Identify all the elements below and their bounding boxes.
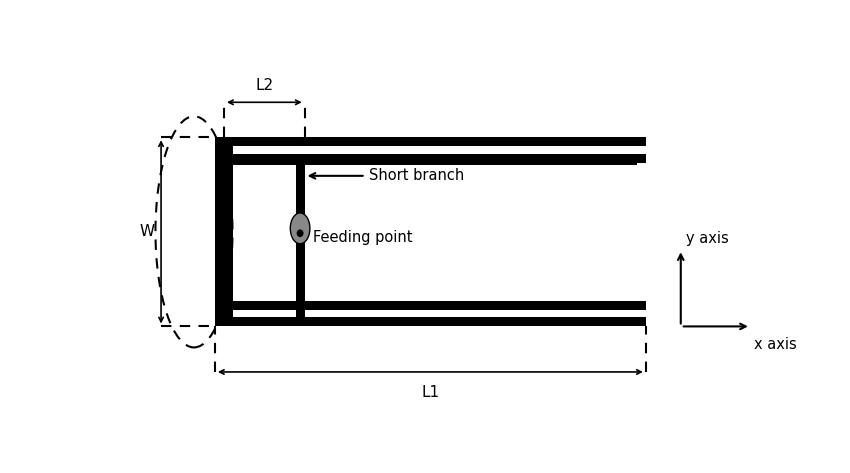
Bar <box>233 301 304 310</box>
Text: L1: L1 <box>422 385 439 400</box>
Bar <box>224 137 233 326</box>
Bar <box>296 166 304 317</box>
Text: y axis: y axis <box>686 231 728 246</box>
Text: Feeding point: Feeding point <box>313 230 412 245</box>
Text: W: W <box>139 224 155 239</box>
Bar <box>215 137 646 147</box>
Text: Short branch: Short branch <box>369 168 464 184</box>
Bar <box>233 166 296 301</box>
Ellipse shape <box>291 213 310 244</box>
Bar <box>233 156 637 166</box>
Bar <box>215 154 646 163</box>
Ellipse shape <box>297 229 303 237</box>
Bar <box>215 317 646 326</box>
Text: x axis: x axis <box>754 337 797 352</box>
Bar <box>215 137 224 326</box>
Bar <box>215 301 646 310</box>
Text: L2: L2 <box>255 78 274 93</box>
